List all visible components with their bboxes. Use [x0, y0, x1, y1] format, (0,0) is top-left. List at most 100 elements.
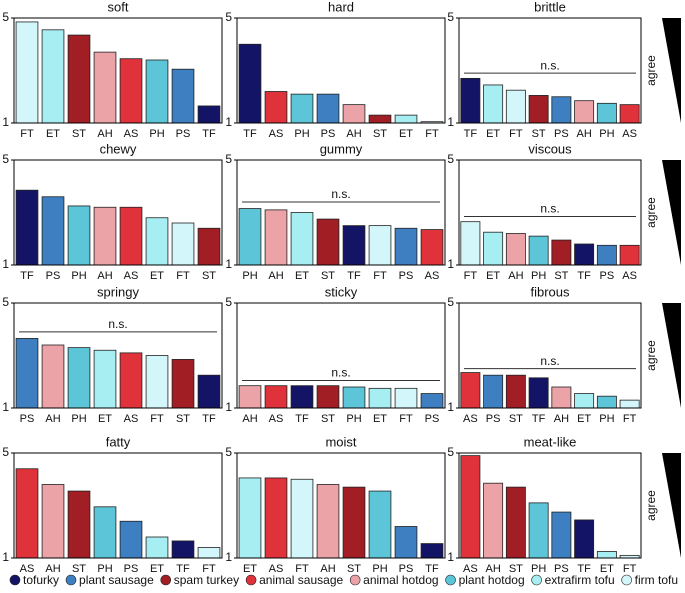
- y-tick-label: 1: [447, 257, 454, 271]
- panel-title: brittle: [534, 0, 566, 14]
- y-tick-label: 1: [2, 550, 9, 564]
- y-tick-label: 5: [447, 445, 454, 459]
- x-tick-label: PS: [554, 128, 569, 140]
- y-tick-label: 1: [447, 550, 454, 564]
- y-tick-label: 5: [2, 10, 9, 24]
- x-tick-label: FT: [623, 413, 637, 425]
- bar: [264, 385, 288, 409]
- bar: [394, 387, 418, 409]
- x-tick-label: FT: [425, 128, 439, 140]
- x-tick-label: TF: [202, 413, 216, 425]
- legend-swatch: [531, 574, 542, 586]
- bar: [93, 349, 117, 409]
- ns-label: n.s.: [331, 187, 350, 201]
- panel-frame: [458, 17, 642, 124]
- x-tick-label: ET: [46, 128, 60, 140]
- x-tick-label: FT: [464, 270, 478, 282]
- bar: [171, 222, 195, 266]
- legend-label: tofurky: [23, 573, 59, 587]
- x-tick-label: FT: [295, 563, 309, 575]
- y-tick-label: 5: [447, 10, 454, 24]
- bar: [290, 93, 314, 124]
- bar: [41, 344, 65, 409]
- bar: [551, 96, 572, 124]
- x-tick-label: AH: [45, 413, 60, 425]
- x-tick-label: TF: [347, 270, 361, 282]
- y-tick-label: 1: [225, 400, 232, 414]
- bar: [505, 486, 526, 559]
- x-tick-label: AS: [463, 563, 478, 575]
- side-label: agree: [644, 340, 658, 371]
- x-tick-label: TF: [532, 413, 546, 425]
- bar: [197, 547, 221, 559]
- bar: [171, 540, 195, 559]
- bar: [528, 377, 549, 409]
- x-tick-label: TF: [577, 563, 591, 575]
- x-tick-label: PH: [372, 563, 387, 575]
- bar: [342, 104, 366, 124]
- x-tick-label: TF: [464, 128, 478, 140]
- bar: [528, 95, 549, 124]
- x-tick-label: ST: [321, 270, 335, 282]
- panel-title: soft: [108, 0, 129, 14]
- panel-frame: [236, 159, 446, 266]
- bar: [619, 399, 640, 409]
- x-tick-label: ST: [509, 413, 523, 425]
- bar: [145, 536, 169, 559]
- x-tick-label: AH: [346, 128, 361, 140]
- agree-wedge: [662, 18, 681, 123]
- x-tick-label: TF: [243, 128, 257, 140]
- y-tick-label: 1: [447, 400, 454, 414]
- x-tick-label: AH: [576, 128, 591, 140]
- x-tick-label: FT: [176, 270, 190, 282]
- x-tick-label: PS: [600, 270, 615, 282]
- bar: [264, 91, 288, 124]
- bar: [574, 243, 595, 266]
- legend-label: plant sausage: [79, 573, 154, 587]
- panel-title: fibrous: [530, 284, 570, 299]
- x-tick-label: PH: [149, 128, 164, 140]
- panel-frame: [236, 302, 446, 409]
- bar: [460, 221, 481, 266]
- x-tick-label: ST: [509, 563, 523, 575]
- bar: [460, 372, 481, 409]
- bar: [290, 385, 314, 409]
- side-label: agree: [644, 55, 658, 86]
- bar: [41, 29, 65, 124]
- bar: [264, 209, 288, 266]
- bar: [505, 233, 526, 266]
- side-label: agree: [644, 490, 658, 521]
- bar: [574, 519, 595, 559]
- bar: [342, 225, 366, 266]
- side-label: agree: [644, 197, 658, 228]
- x-tick-label: AS: [425, 270, 440, 282]
- y-tick-label: 1: [447, 115, 454, 129]
- bar: [596, 244, 617, 266]
- ns-label: n.s.: [331, 366, 350, 380]
- x-tick-label: TF: [425, 563, 439, 575]
- bar: [197, 227, 221, 266]
- x-tick-label: AH: [508, 270, 523, 282]
- bar: [574, 100, 595, 124]
- ns-label: n.s.: [540, 354, 559, 368]
- bar: [316, 484, 340, 559]
- ns-label: n.s.: [540, 202, 559, 216]
- x-tick-label: AH: [97, 128, 112, 140]
- bar: [528, 235, 549, 266]
- bar: [67, 347, 91, 409]
- legend-label: plant hotdog: [459, 573, 525, 587]
- y-tick-label: 1: [225, 257, 232, 271]
- y-tick-label: 1: [2, 115, 9, 129]
- bar: [15, 21, 39, 124]
- bar: [420, 393, 444, 409]
- x-tick-label: AH: [320, 563, 335, 575]
- bar: [119, 58, 143, 124]
- x-tick-label: ST: [321, 413, 335, 425]
- x-tick-label: FT: [150, 413, 164, 425]
- bar: [551, 511, 572, 559]
- bar: [368, 387, 392, 409]
- bar: [460, 77, 481, 124]
- x-tick-label: FT: [399, 413, 413, 425]
- legend-label: spam turkey: [174, 573, 239, 587]
- y-tick-label: 5: [225, 152, 232, 166]
